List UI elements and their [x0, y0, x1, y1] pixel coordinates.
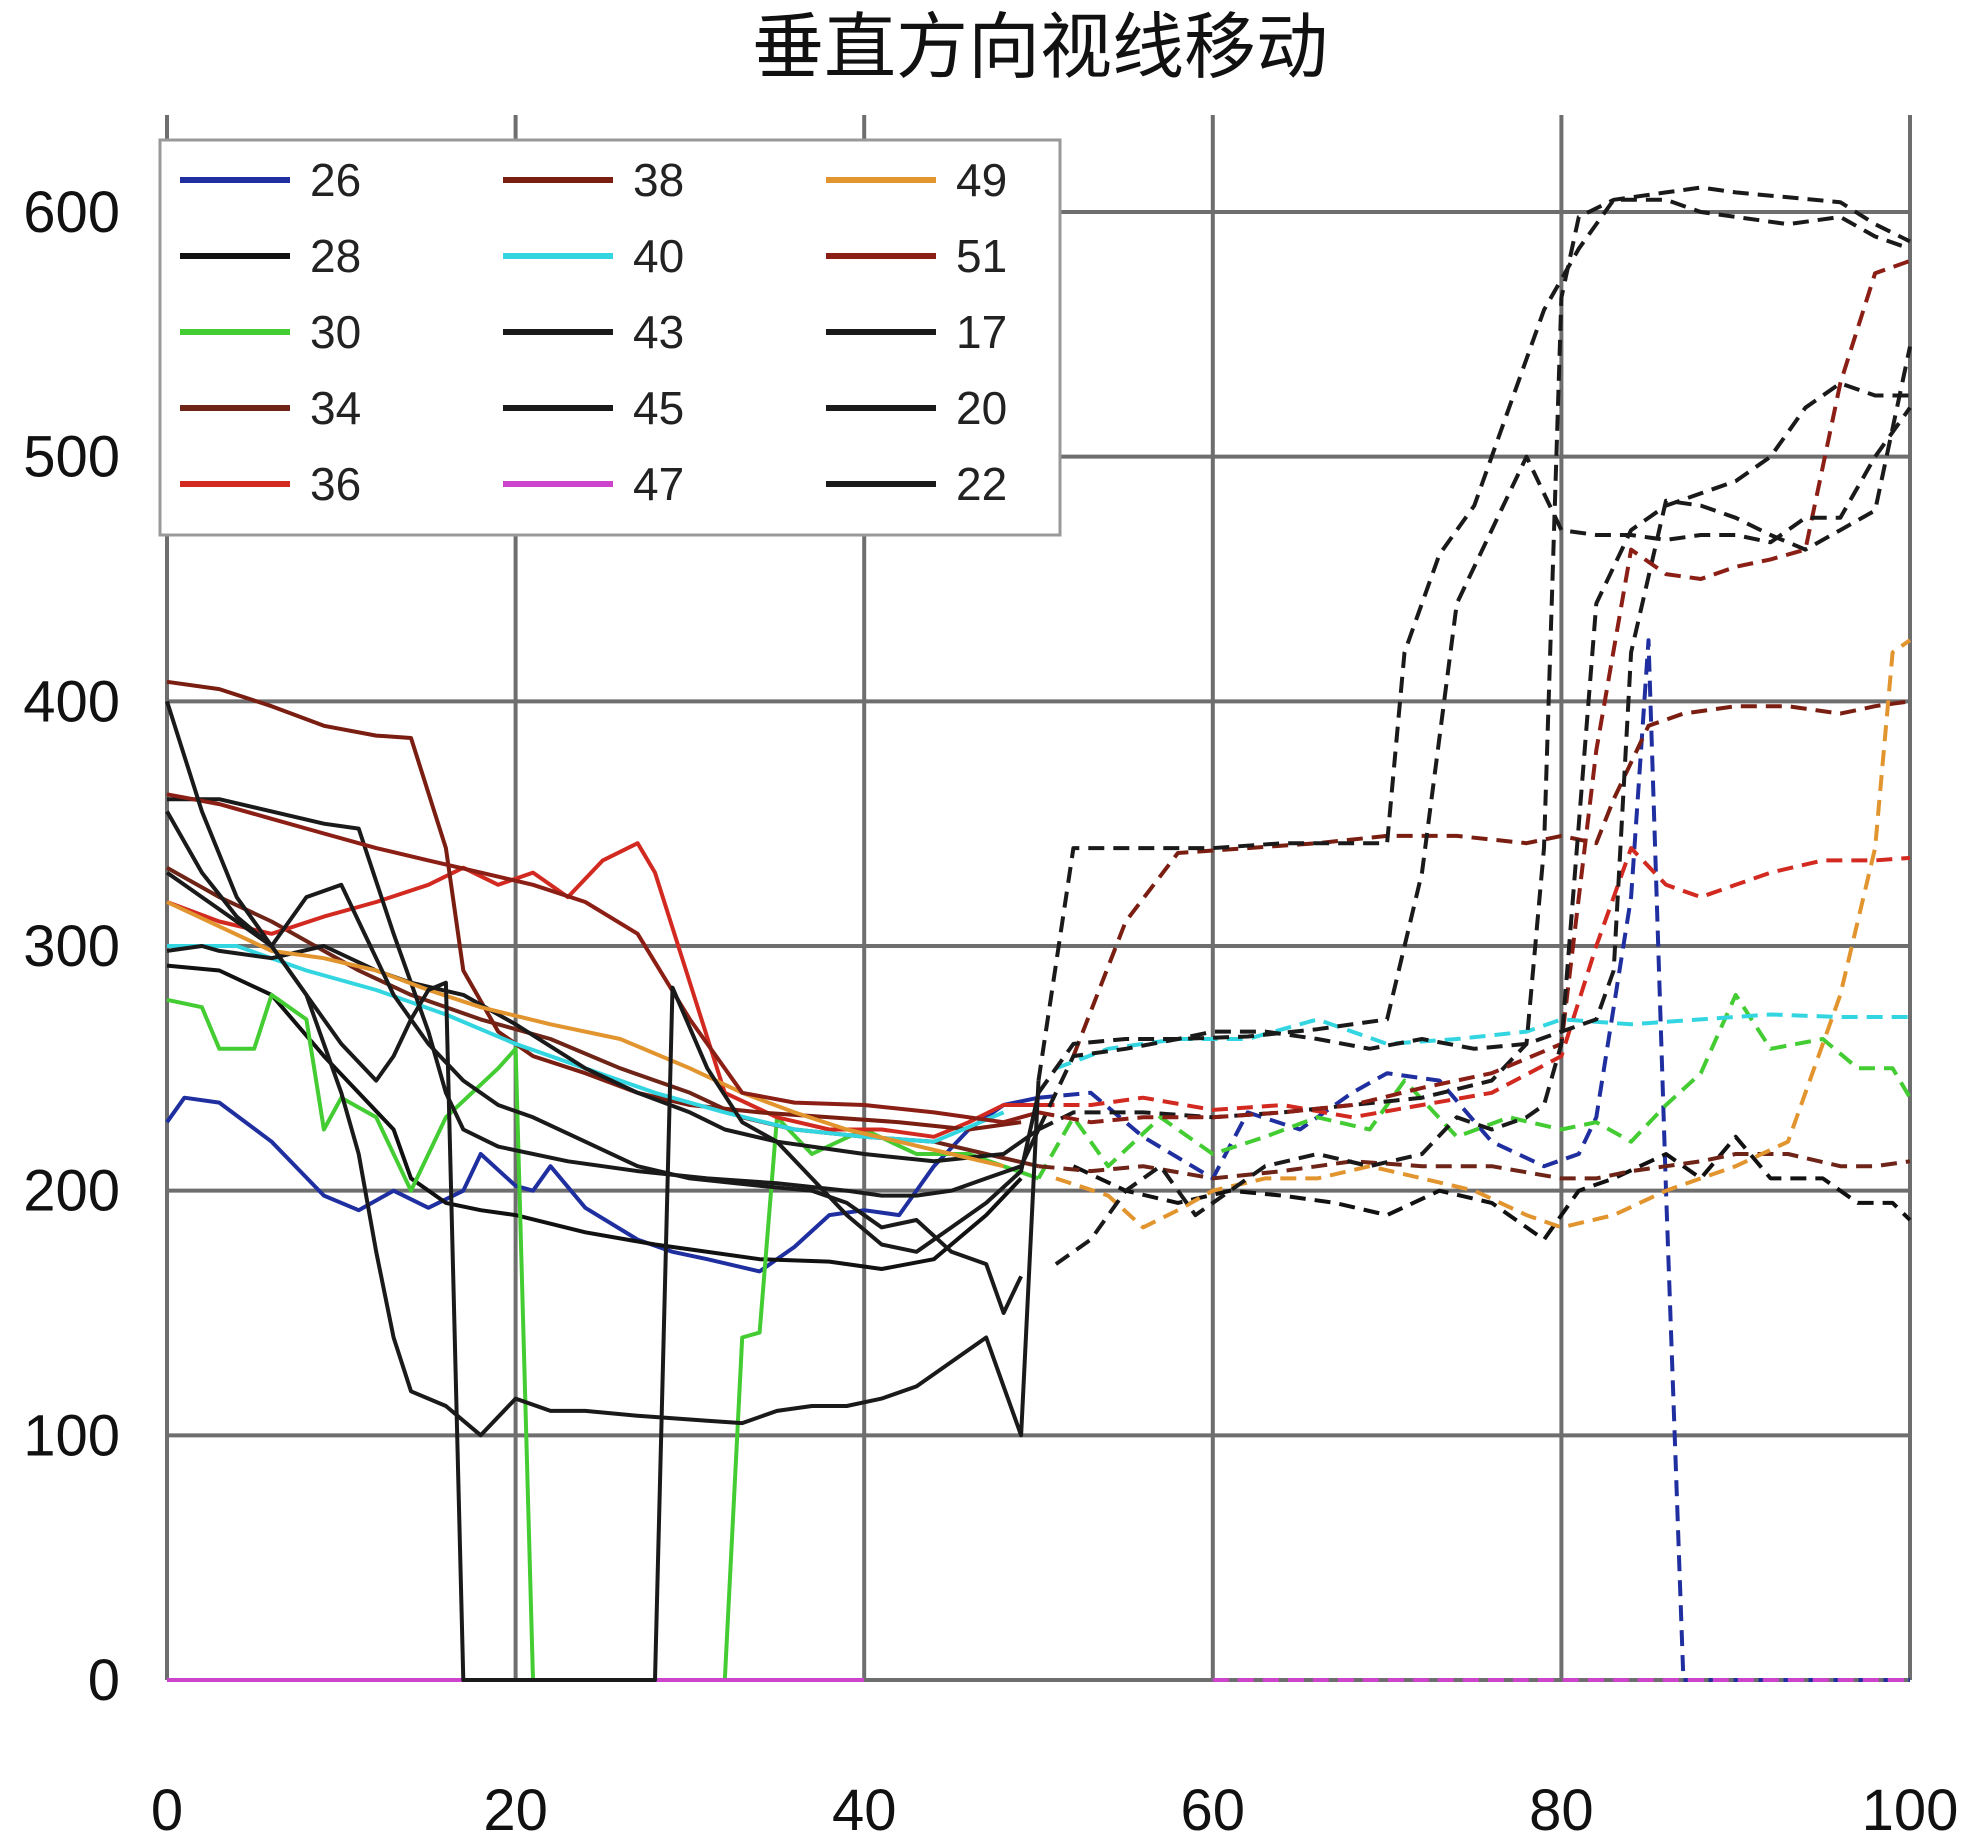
series-51-dashed	[1038, 259, 1911, 1125]
x-tick-label: 40	[832, 1778, 897, 1840]
series-lines	[165, 185, 1912, 1682]
axis-tick-labels: 0 100 200 300 400 500 600 0 20 40 60 80 100	[23, 180, 1958, 1840]
series-30-dashed	[1036, 992, 1912, 1180]
y-tick-label: 200	[23, 1159, 120, 1224]
x-tick-label: 0	[151, 1778, 183, 1840]
x-tick-label: 20	[483, 1778, 548, 1840]
series-34-dashed	[1038, 1152, 1911, 1181]
series-36-dashed	[1038, 846, 1911, 1120]
legend-label: 30	[310, 306, 361, 358]
series-40-dashed	[1055, 1012, 1910, 1071]
series-43-solid	[167, 797, 1041, 1198]
legend-label: 45	[633, 382, 684, 434]
y-tick-label: 600	[23, 180, 120, 245]
series-51-solid	[166, 792, 1040, 1125]
series-49-dashed	[1055, 638, 1912, 1230]
y-tick-label: 0	[88, 1648, 120, 1713]
legend-label: 28	[310, 230, 361, 282]
legend-label: 20	[956, 382, 1007, 434]
series-22-solid	[165, 870, 1023, 1315]
legend-label: 36	[310, 458, 361, 510]
series-28-dashed	[1072, 1134, 1912, 1242]
legend-label: 17	[956, 306, 1007, 358]
legend-label: 22	[956, 458, 1007, 510]
legend-label: 38	[633, 154, 684, 206]
series-17-dashed	[1036, 406, 1912, 1094]
legend-label: 51	[956, 230, 1007, 282]
series-20-solid	[165, 810, 1041, 1438]
y-tick-label: 100	[23, 1403, 120, 1468]
series-17-solid	[165, 700, 1041, 1682]
series-43-dashed	[1036, 346, 1912, 1131]
series-26-dashed	[1038, 638, 1910, 1682]
series-30-solid	[166, 992, 1040, 1682]
x-tick-label: 100	[1862, 1778, 1959, 1840]
series-36-solid	[166, 841, 1039, 1139]
series-20-dashed	[1036, 197, 1911, 1081]
series-38-dashed	[1071, 699, 1911, 1057]
legend-label: 34	[310, 382, 361, 434]
x-tick-label: 60	[1181, 1778, 1246, 1840]
series-45-dashed	[1037, 185, 1911, 1132]
y-tick-label: 400	[23, 669, 120, 734]
series-22-dashed	[1054, 381, 1910, 1266]
series-26-solid	[165, 1095, 1039, 1274]
legend-label: 47	[633, 458, 684, 510]
series-49-solid	[166, 900, 1005, 1169]
legend: 26 28 30 34 36 38 40 43 45 47 49 51 17 20 22	[158, 138, 1062, 537]
series-28-solid	[166, 963, 1023, 1271]
series-45-solid	[166, 944, 1040, 1164]
x-tick-label: 80	[1529, 1778, 1594, 1840]
y-tick-label: 500	[23, 425, 120, 490]
legend-label: 43	[633, 306, 684, 358]
legend-label: 49	[956, 154, 1007, 206]
y-tick-label: 300	[23, 914, 120, 979]
chart-title: 垂直方向视线移动	[752, 5, 1328, 89]
legend-label: 26	[310, 154, 361, 206]
legend-box	[158, 138, 1062, 537]
legend-label: 40	[633, 230, 684, 282]
